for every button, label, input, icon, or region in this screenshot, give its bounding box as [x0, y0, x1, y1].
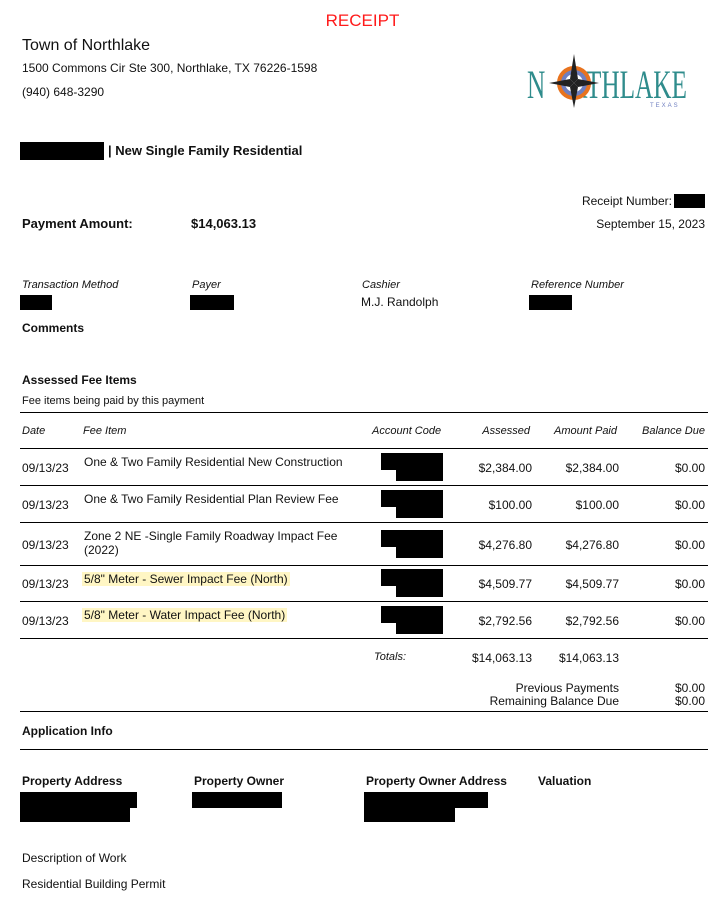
- redacted-account-code: [396, 617, 443, 634]
- fee-paid: $100.00: [575, 497, 619, 512]
- redacted-owner: [192, 792, 282, 808]
- fee-date: 09/13/23: [22, 537, 69, 552]
- fees-title: Assessed Fee Items: [22, 373, 137, 387]
- divider: [20, 565, 708, 566]
- fee-item: One & Two Family Residential New Constru…: [84, 455, 343, 469]
- receipt-title: RECEIPT: [325, 11, 400, 30]
- fee-balance: $0.00: [674, 577, 705, 591]
- fee-paid: $4,509.77: [565, 577, 619, 591]
- northlake-logo: N RTHLAKE TEXAS: [527, 54, 687, 109]
- redacted-property-address: [20, 806, 130, 822]
- header-balance-due: Balance Due: [642, 425, 705, 437]
- payment-amount: $14,063.13: [191, 216, 257, 231]
- redacted-account-code: [396, 541, 443, 558]
- divider: [20, 448, 708, 449]
- previous-payments: $0.00: [674, 681, 705, 695]
- cashier-label: Cashier: [362, 279, 400, 291]
- redacted-reference: [529, 295, 572, 310]
- fee-date: 09/13/23: [22, 577, 69, 591]
- redacted-receipt-number: [674, 194, 705, 208]
- org-phone: (940) 648-3290: [22, 85, 105, 99]
- property-owner-label: Property Owner: [194, 774, 285, 788]
- redacted-permit-number: [20, 142, 104, 160]
- valuation-label: Valuation: [538, 774, 592, 788]
- header-assessed: Assessed: [482, 425, 530, 437]
- payer-label: Payer: [192, 279, 221, 291]
- fee-paid: $4,276.80: [565, 537, 619, 552]
- divider: [20, 749, 708, 750]
- total-assessed: $14,063.13: [471, 651, 532, 665]
- divider: [20, 522, 708, 523]
- fee-item: 5/8" Meter - Sewer Impact Fee (North): [82, 572, 290, 586]
- reference-number-label: Reference Number: [531, 279, 624, 291]
- fee-balance: $0.00: [674, 537, 705, 552]
- svg-text:TEXAS: TEXAS: [650, 103, 680, 109]
- redacted-account-code: [396, 464, 443, 481]
- work-description-label: Description of Work: [22, 851, 127, 865]
- owner-address-label: Property Owner Address: [366, 774, 507, 788]
- redacted-owner-address: [364, 806, 455, 822]
- previous-payments-label: Previous Payments: [515, 681, 619, 695]
- property-address-label: Property Address: [22, 774, 123, 788]
- fee-assessed: $4,509.77: [478, 577, 532, 591]
- redacted-property-address: [20, 792, 137, 808]
- redacted-account-code: [396, 581, 443, 597]
- header-date: Date: [22, 425, 46, 437]
- fee-paid: $2,792.56: [565, 613, 619, 628]
- divider: [20, 711, 708, 712]
- work-description: Residential Building Permit: [22, 877, 166, 891]
- fees-subtitle: Fee items being paid by this payment: [22, 395, 205, 407]
- fee-assessed: $2,792.56: [478, 613, 532, 628]
- fee-date: 09/13/23: [22, 613, 69, 628]
- totals-label: Totals:: [374, 651, 407, 663]
- redacted-method: [20, 295, 52, 310]
- org-name: Town of Northlake: [22, 37, 151, 54]
- remaining-balance: $0.00: [674, 694, 705, 708]
- fee-paid: $2,384.00: [565, 460, 619, 475]
- fee-balance: $0.00: [674, 497, 705, 512]
- fee-date: 09/13/23: [22, 460, 69, 475]
- redacted-payer: [190, 295, 234, 310]
- transaction-method-label: Transaction Method: [22, 279, 119, 291]
- permit-type: | New Single Family Residential: [108, 143, 303, 158]
- fee-assessed: $4,276.80: [478, 537, 532, 552]
- header-fee-item: Fee Item: [83, 425, 127, 437]
- redacted-account-code: [396, 501, 443, 518]
- remaining-balance-label: Remaining Balance Due: [489, 694, 619, 708]
- receipt-date: September 15, 2023: [596, 217, 705, 231]
- fee-date: 09/13/23: [22, 497, 69, 512]
- divider: [20, 601, 708, 602]
- fee-item: Zone 2 NE -Single Family Roadway Impact …: [84, 529, 338, 557]
- fee-balance: $0.00: [674, 460, 705, 475]
- comments-label: Comments: [22, 321, 85, 335]
- receipt-number-label: Receipt Number:: [581, 194, 672, 208]
- payment-amount-label: Payment Amount:: [22, 216, 133, 231]
- divider: [20, 638, 708, 639]
- org-address: 1500 Commons Cir Ste 300, Northlake, TX …: [22, 61, 318, 75]
- fee-balance: $0.00: [674, 613, 705, 628]
- fee-item: One & Two Family Residential Plan Review…: [84, 492, 339, 506]
- svg-text:N RTHLAKE: N RTHLAKE: [527, 62, 687, 107]
- total-paid: $14,063.13: [558, 651, 619, 665]
- divider: [20, 412, 708, 413]
- application-info-title: Application Info: [22, 724, 113, 738]
- header-amount-paid: Amount Paid: [554, 425, 617, 437]
- cashier-name: M.J. Randolph: [361, 295, 439, 309]
- redacted-owner-address: [364, 792, 488, 808]
- fee-assessed: $100.00: [488, 497, 532, 512]
- fee-assessed: $2,384.00: [478, 460, 532, 475]
- fee-item: 5/8" Meter - Water Impact Fee (North): [82, 608, 288, 622]
- header-account-code: Account Code: [372, 425, 442, 437]
- divider: [20, 485, 708, 486]
